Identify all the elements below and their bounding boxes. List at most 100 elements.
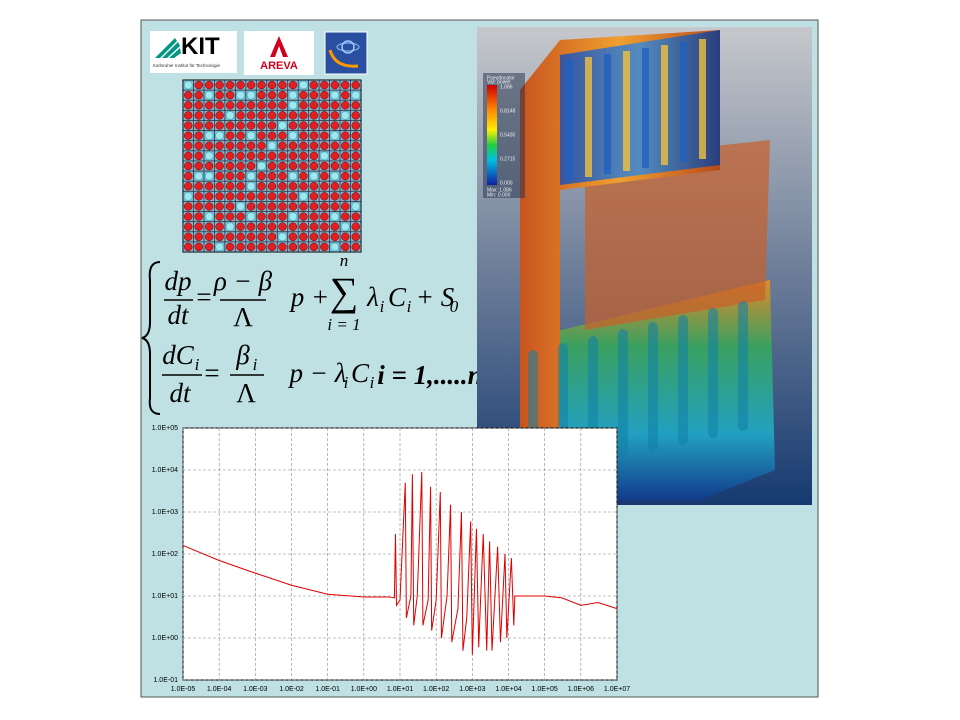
pin [194, 232, 203, 242]
colorbar-variable: Var: power [487, 79, 511, 85]
pin [257, 232, 266, 242]
equation-1: dp dt = ρ − β Λ p + n ∑ i = 1 λ i C i + … [164, 251, 459, 334]
eq-text: dp [165, 266, 192, 296]
pin [225, 141, 235, 150]
pin [341, 222, 350, 231]
pin [257, 121, 266, 130]
pin [351, 192, 360, 201]
pin [204, 90, 214, 100]
pin [215, 222, 224, 231]
eq-text: p − λ [288, 358, 347, 388]
reactor-render: Pseudocolor Var: power 1.086 0.8148 0.5430… [477, 27, 812, 505]
pin [330, 141, 340, 150]
pin [309, 232, 319, 242]
eq-text: i [344, 373, 349, 392]
pin [225, 90, 235, 100]
pin [236, 161, 245, 171]
pin [320, 182, 329, 191]
pin [257, 202, 266, 211]
pin [246, 232, 256, 242]
x-tick-label: 1.0E-03 [243, 686, 268, 693]
pin [246, 161, 256, 171]
pin [299, 232, 308, 242]
eq-text: β [235, 340, 250, 370]
pin [184, 161, 193, 171]
pin [257, 222, 266, 231]
colorbar-tick: 0.2715 [500, 156, 516, 162]
pin [341, 232, 350, 242]
eq-text: C [388, 282, 407, 312]
pin [267, 141, 277, 150]
pin [257, 111, 266, 120]
pin [204, 101, 214, 110]
pin [351, 171, 360, 181]
y-tick-label: 1.0E+04 [152, 467, 178, 474]
y-tick-label: 1.0E+03 [152, 509, 178, 516]
eq-text: = [204, 358, 219, 388]
pin [299, 192, 308, 201]
eq-text: Λ [233, 302, 253, 332]
pin [204, 182, 214, 191]
pin [204, 171, 214, 181]
pin [267, 171, 277, 181]
pin [215, 121, 224, 130]
pin [194, 161, 203, 171]
pin [341, 212, 350, 221]
pin [299, 121, 308, 130]
x-tick-label: 1.0E-01 [315, 686, 340, 693]
pin [288, 222, 298, 231]
pin [299, 80, 308, 90]
eq-text: i = 1 [327, 315, 360, 334]
pin [299, 90, 308, 100]
rod [661, 45, 668, 165]
institute-icon [324, 31, 368, 75]
y-tick-label: 1.0E+01 [152, 593, 178, 600]
colorbar-max: Max: 1.086 [487, 187, 512, 193]
pin [320, 90, 329, 100]
pin [257, 242, 266, 252]
pin [309, 90, 319, 100]
pin [299, 242, 308, 252]
pin [257, 212, 266, 221]
colorbar-title: Pseudocolor [487, 75, 515, 81]
pin [184, 171, 193, 181]
pin [184, 222, 193, 231]
pin [309, 192, 319, 201]
pin [236, 151, 245, 161]
pin [215, 212, 224, 221]
pin [225, 151, 235, 161]
pin [194, 222, 203, 231]
pin [246, 101, 256, 110]
pin [309, 222, 319, 231]
pin [267, 111, 277, 120]
pin [288, 80, 298, 90]
pin [204, 141, 214, 150]
pin [194, 242, 203, 252]
pin [288, 232, 298, 242]
pin [257, 151, 266, 161]
pin [351, 151, 360, 161]
x-tick-label: 1.0E-05 [171, 686, 196, 693]
kit-subtitle: Karlsruher Institut für Technologie [153, 63, 220, 68]
pin [330, 192, 340, 201]
pin [341, 192, 350, 201]
pin [278, 222, 287, 231]
pin [309, 141, 319, 150]
pin [236, 111, 245, 120]
pin [236, 192, 245, 201]
lower-rod [618, 329, 628, 459]
pin [288, 202, 298, 211]
pin [257, 90, 266, 100]
rod [680, 42, 687, 162]
pin [288, 242, 298, 252]
pin [288, 182, 298, 191]
pin [225, 171, 235, 181]
pin [267, 80, 277, 90]
x-tick-label: 1.0E+02 [423, 686, 449, 693]
pin [267, 222, 277, 231]
eq-text: n [340, 251, 349, 270]
pin [299, 151, 308, 161]
pin [330, 202, 340, 211]
pin [320, 161, 329, 171]
